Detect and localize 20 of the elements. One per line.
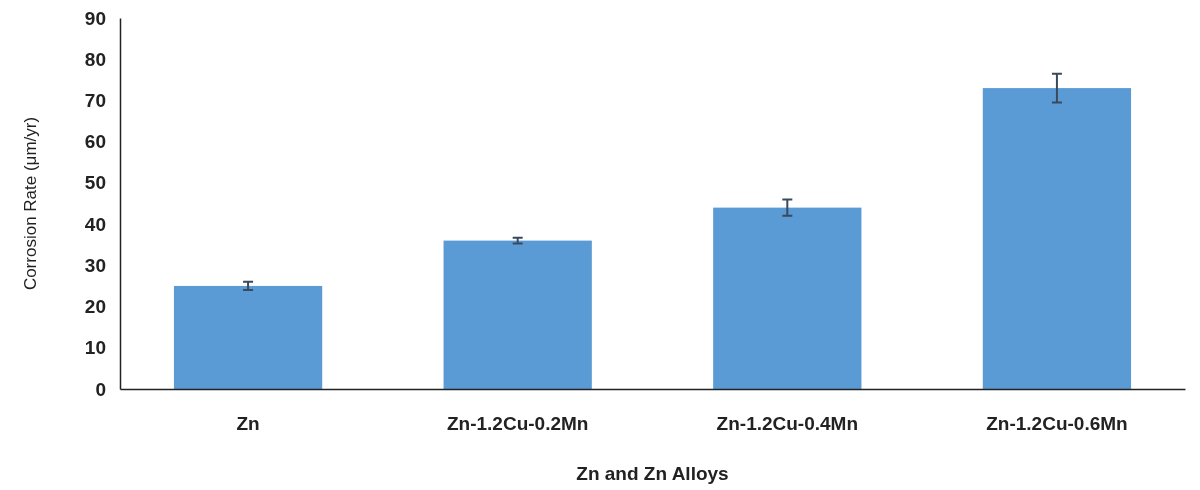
- y-tick-label: 30: [84, 254, 106, 276]
- bar: [982, 88, 1132, 389]
- bar: [173, 285, 323, 389]
- y-tick-label: 80: [84, 48, 106, 70]
- y-tick-label: 10: [84, 337, 106, 359]
- y-tick-label: 40: [84, 213, 106, 235]
- y-tick-label: 70: [84, 90, 106, 112]
- x-tick-label: Zn: [236, 413, 260, 435]
- bar: [713, 207, 862, 389]
- bar: [443, 240, 592, 389]
- x-tick-label: Zn-1.2Cu-0.6Mn: [986, 413, 1128, 435]
- y-tick-label: 20: [84, 296, 106, 318]
- y-tick-label: 0: [95, 378, 106, 400]
- y-tick-label: 60: [84, 131, 106, 153]
- x-tick-label: Zn-1.2Cu-0.4Mn: [716, 413, 859, 435]
- x-tick-label: Zn-1.2Cu-0.2Mn: [446, 413, 589, 435]
- y-axis-title: Corrosion Rate (μm/yr): [21, 116, 40, 291]
- y-tick-label: 50: [84, 172, 106, 194]
- y-tick-label: 90: [84, 7, 106, 29]
- x-axis-title: Zn and Zn Alloys: [576, 463, 729, 484]
